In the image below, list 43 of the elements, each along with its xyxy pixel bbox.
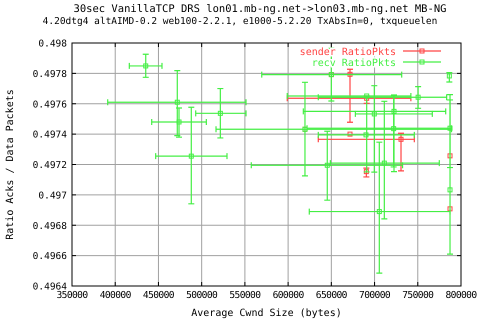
point xyxy=(364,169,369,174)
x-tick-label: 450000 xyxy=(142,290,175,301)
point xyxy=(448,153,453,158)
y-tick-label: 0.4966 xyxy=(32,251,68,262)
x-tick-label: 550000 xyxy=(229,290,262,301)
y-tick-label: 0.498 xyxy=(38,38,68,50)
point xyxy=(448,126,453,131)
point xyxy=(416,94,421,100)
point xyxy=(391,126,396,132)
y-tick-label: 0.4978 xyxy=(32,68,68,80)
y-tick-label: 0.4968 xyxy=(32,220,68,232)
point xyxy=(218,110,223,116)
x-tick-label: 650000 xyxy=(316,290,348,301)
y-tick-label: 0.4974 xyxy=(32,130,68,141)
point xyxy=(143,63,148,68)
point xyxy=(398,136,404,142)
point xyxy=(188,154,194,159)
x-axis-title: Average Cwnd Size (bytes) xyxy=(191,308,342,319)
x-tick-label: 600000 xyxy=(272,290,304,301)
y-axis-title: Ratio Acks / Data Packets xyxy=(5,89,16,240)
chart-title: 30sec VanillaTCP DRS lon01.mb-ng.net->lon03.mb-ng.net MB-NG xyxy=(74,3,446,15)
x-tick-label: 750000 xyxy=(402,290,434,301)
point xyxy=(348,132,353,137)
point xyxy=(392,108,397,114)
point xyxy=(364,132,368,138)
point xyxy=(446,73,452,78)
x-tick-label: 350000 xyxy=(56,290,88,301)
y-tick-label: 0.4976 xyxy=(32,99,68,110)
x-tick-label: 800000 xyxy=(445,290,478,301)
point xyxy=(382,160,387,166)
point xyxy=(176,119,182,124)
y-tick-label: 0.497 xyxy=(38,190,67,202)
point xyxy=(174,100,180,105)
x-tick-label: 400000 xyxy=(100,290,132,301)
point xyxy=(376,209,382,214)
point xyxy=(348,72,353,77)
point xyxy=(448,206,453,212)
y-tick-label: 0.4972 xyxy=(32,160,67,171)
chart-subtitle: 4.20dtg4 altAIMD-0.2 web100-2.2.1, e1000-5.2.20 TxAbsIn=0, txqueuelen xyxy=(42,16,438,27)
point xyxy=(448,187,453,192)
point xyxy=(324,162,330,168)
x-tick-label: 700000 xyxy=(359,290,391,301)
x-tick-label: 500000 xyxy=(186,290,218,301)
